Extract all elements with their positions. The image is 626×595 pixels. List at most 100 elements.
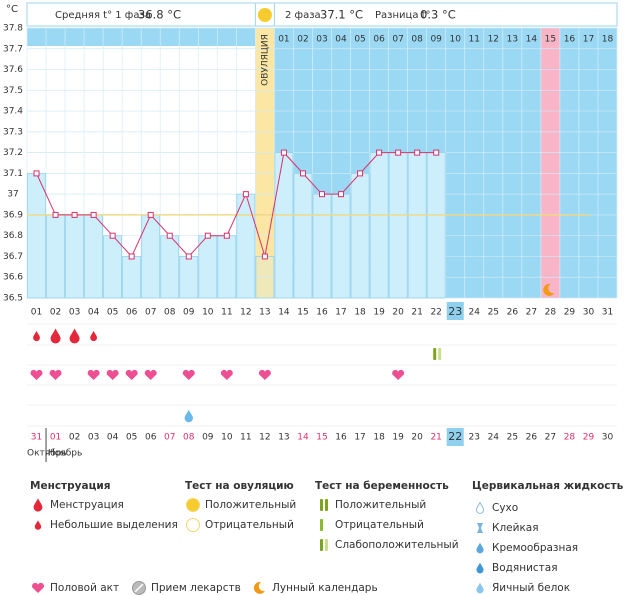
phase2-day: 01	[278, 35, 289, 45]
intercourse-mark	[87, 369, 100, 380]
temperature-bar	[236, 193, 256, 299]
date-label: 28	[564, 433, 576, 443]
y-tick-label: 37.8	[3, 24, 23, 34]
test-bar	[438, 348, 442, 360]
x-tick-label: 12	[240, 308, 251, 318]
y-tick-label: 37.5	[3, 86, 23, 96]
legend-icon	[134, 583, 144, 593]
menstruation-mark	[69, 328, 80, 344]
x-tick-label: 03	[69, 308, 80, 318]
temperature-point	[71, 211, 78, 218]
temperature-bar	[293, 173, 313, 299]
date-label: 03	[88, 433, 99, 443]
date-label: 08	[183, 433, 195, 443]
y-tick-label: 37.7	[3, 44, 23, 54]
date-label: 13	[278, 433, 289, 443]
date-label: 14	[297, 433, 309, 443]
legend-icon	[476, 542, 484, 554]
intercourse-mark	[220, 369, 233, 380]
phase2-day: 07	[392, 35, 403, 45]
legend-item: Положительный	[205, 499, 296, 511]
x-tick-label: 25	[488, 308, 499, 318]
y-tick-label: 36.8	[3, 231, 23, 241]
date-label: 15	[316, 433, 327, 443]
summary-phase2-label: 2 фаза	[285, 10, 321, 21]
temperature-point	[280, 149, 287, 156]
date-label: 12	[259, 433, 270, 443]
test-bar	[320, 519, 323, 531]
legend-icon	[476, 582, 484, 594]
temperature-point	[90, 211, 97, 218]
date-label: 19	[392, 433, 404, 443]
phase2-day: 17	[583, 35, 594, 45]
moon-icon	[543, 283, 555, 296]
date-label: 11	[240, 433, 251, 443]
x-tick-label: 22	[430, 308, 441, 318]
legend-icon	[476, 562, 484, 574]
x-tick-label: 02	[50, 308, 61, 318]
y-tick-label: 37.4	[3, 107, 23, 117]
today-date-box	[446, 428, 464, 446]
intercourse-mark	[49, 369, 62, 380]
legend-icon	[475, 501, 485, 514]
intercourse-mark	[125, 369, 138, 380]
legend-item: Сухо	[492, 502, 518, 514]
menstruation-mark	[90, 330, 98, 342]
y-tick-label: 37.6	[3, 65, 23, 75]
y-tick-label: 36.5	[3, 294, 23, 304]
date-label: 18	[373, 433, 385, 443]
date-label: 24	[488, 433, 500, 443]
legend-title: Тест на беременность	[315, 480, 449, 492]
temperature-point	[204, 232, 211, 239]
test-bar	[433, 348, 437, 360]
legend-icon	[320, 519, 323, 531]
summary-phase1-label: Средняя t° 1 фаза	[55, 10, 151, 21]
legend-item: Менструация	[50, 499, 124, 511]
test-bar	[320, 499, 323, 511]
phase2-day: 16	[564, 35, 576, 45]
y-tick-label: 37.3	[3, 127, 23, 137]
x-tick-label: 11	[221, 308, 232, 318]
phase2-day: 03	[316, 35, 327, 45]
date-label: 30	[602, 433, 614, 443]
date-label: 06	[145, 433, 157, 443]
phase2-day: 04	[335, 35, 347, 45]
phase2-day: 05	[354, 35, 365, 45]
date-label: 16	[335, 433, 347, 443]
legend-icon	[186, 518, 200, 532]
x-tick-label: 10	[202, 308, 214, 318]
temperature-point	[357, 170, 364, 177]
x-tick-label: 20	[392, 308, 404, 318]
legend-item: Прием лекарств	[151, 582, 241, 594]
temperature-point	[147, 211, 154, 218]
x-tick-label: 09	[183, 308, 195, 318]
legend-icon	[320, 539, 328, 551]
x-tick-label: 29	[564, 308, 576, 318]
x-tick-label: 28	[545, 308, 557, 318]
phase2-day: 13	[507, 35, 518, 45]
intercourse-mark	[392, 369, 405, 380]
temperature-point	[299, 170, 306, 177]
temperature-point	[128, 253, 135, 260]
temperature-point	[223, 232, 230, 239]
phase2-day: 12	[488, 35, 499, 45]
temperature-bar	[103, 235, 123, 299]
x-tick-label: 31	[602, 308, 613, 318]
phase2-day: 15	[545, 35, 556, 45]
temperature-bar	[65, 214, 84, 299]
temperature-bar	[369, 152, 389, 299]
test-bar	[325, 539, 328, 551]
x-tick-label: 30	[583, 308, 595, 318]
x-tick-label: 26	[507, 308, 519, 318]
pregnancy-test-mark	[433, 348, 442, 360]
temperature-point	[338, 191, 345, 198]
x-tick-label: 15	[297, 308, 308, 318]
temperature-bar	[179, 256, 199, 299]
legend-item: Лунный календарь	[272, 582, 378, 594]
moon-column	[540, 28, 560, 298]
x-tick-label: 14	[278, 308, 290, 318]
date-label: 04	[107, 433, 119, 443]
cervical-mark	[184, 409, 193, 423]
